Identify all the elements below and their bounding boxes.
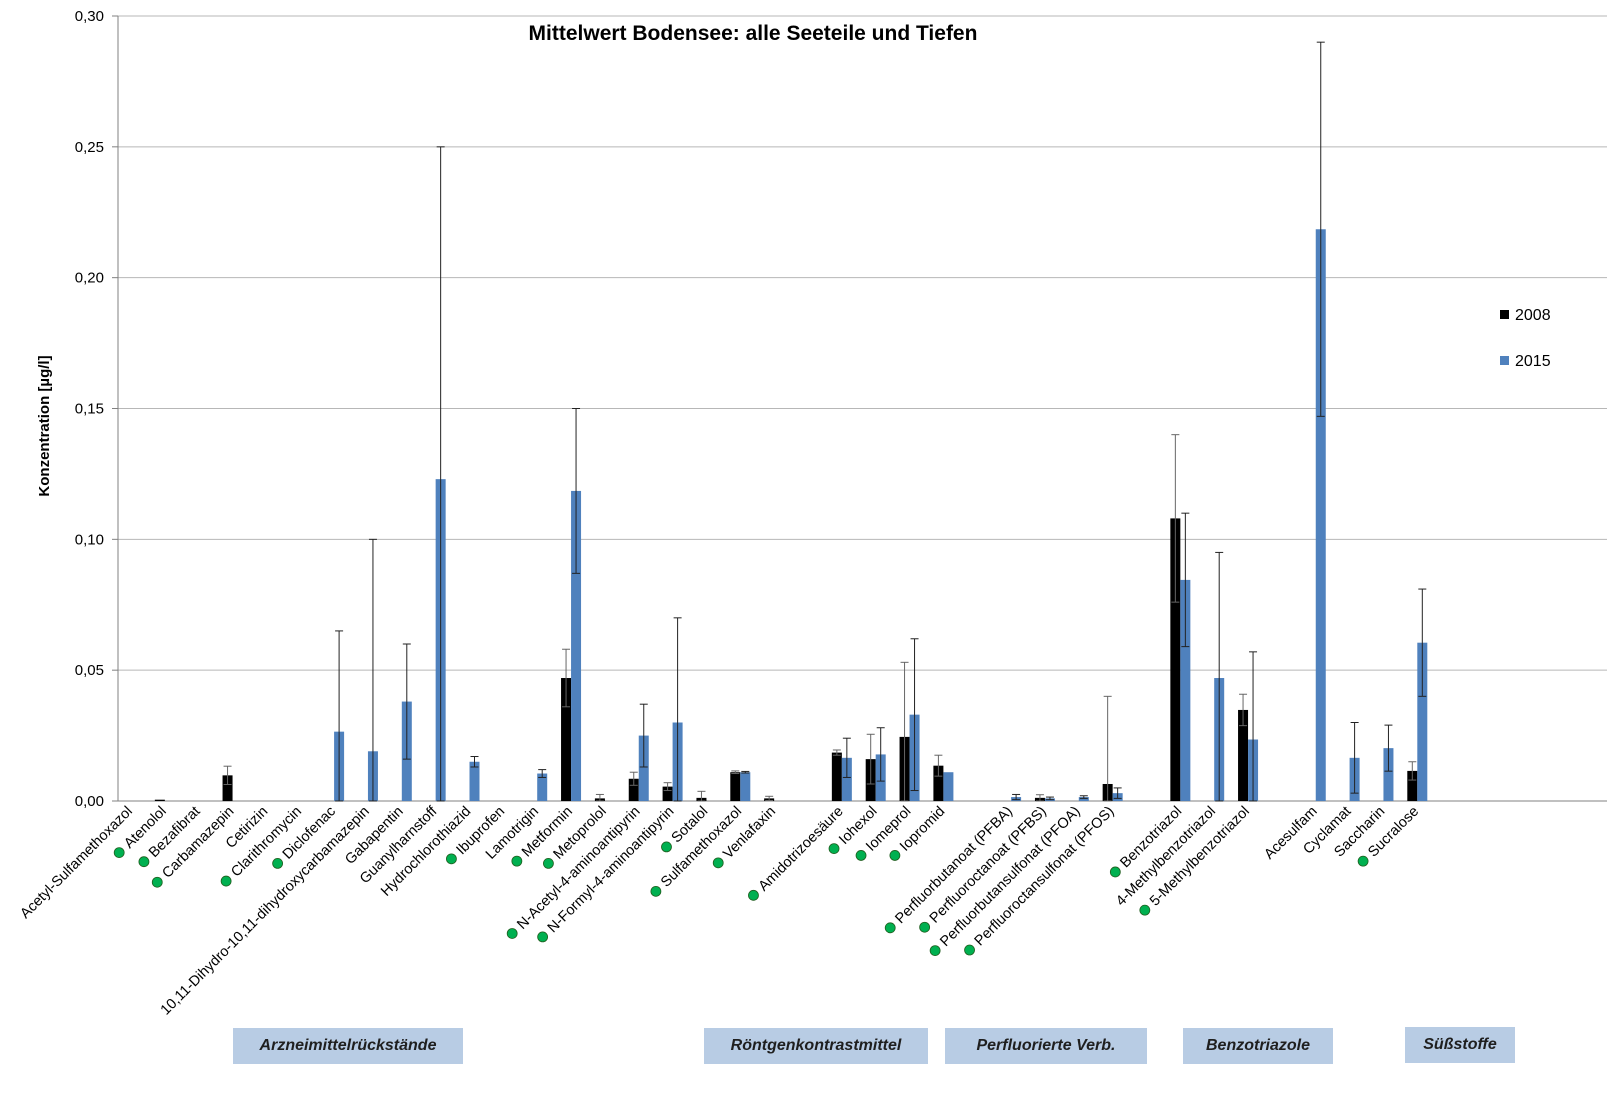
marker-dot: [884, 922, 896, 934]
y-tick-label: 0,20: [75, 270, 104, 287]
marker-dot: [272, 858, 284, 869]
group-label-perfluorierte: Perfluorierte Verb.: [945, 1028, 1147, 1064]
y-axis-ticks: 0,00 0,05 0,10 0,15 0,20 0,25 0,30: [75, 8, 104, 810]
y-tick-label: 0,15: [75, 401, 104, 418]
bar-2015-12: [537, 773, 548, 801]
bar-2008-31: [1170, 518, 1181, 801]
bar-2015-35: [1315, 229, 1326, 802]
bars: [154, 41, 1428, 802]
y-tick-label: 0,10: [75, 531, 104, 548]
marker-dot: [828, 843, 840, 855]
bar-2015-31: [1180, 579, 1191, 801]
marker-dot: [748, 889, 759, 901]
bar-2008-18: [730, 772, 741, 801]
bar-2008-3: [222, 775, 233, 801]
legend-swatch-2008: [1500, 310, 1509, 319]
legend-label-2015: 2015: [1515, 353, 1551, 370]
bar-2015-21: [841, 757, 852, 801]
bar-2008-16: [662, 786, 673, 801]
bar-2015-13: [571, 490, 582, 801]
marker-dot: [1139, 904, 1151, 916]
marker-dot: [929, 945, 941, 957]
bar-2008-1: [154, 799, 165, 801]
bar-2008-21: [831, 752, 842, 801]
marker-dot: [506, 928, 518, 939]
bar-2015-10: [469, 761, 480, 801]
bar-2008-13: [561, 678, 572, 801]
marker-dot: [855, 850, 867, 861]
marker-dot: [537, 931, 549, 943]
legend-swatch-2015: [1500, 356, 1509, 365]
group-label-benzotriazole: Benzotriazole: [1183, 1028, 1333, 1064]
marker-dot: [1357, 855, 1369, 867]
marker-dot: [220, 875, 232, 887]
bar-2015-28: [1078, 797, 1089, 801]
y-tick-label: 0,00: [75, 793, 104, 810]
bar-2015-37: [1383, 748, 1394, 801]
marker-dot: [919, 921, 931, 933]
marker-dot: [889, 850, 901, 861]
marker-dot: [964, 944, 975, 956]
bar-2015-38: [1417, 642, 1428, 801]
marker-dot: [511, 855, 523, 867]
group-label-arzneimittel: Arzneimittelrückstände: [233, 1028, 463, 1064]
x-tick-label: Acetyl-Sulfamethoxazol: [17, 804, 135, 922]
bar-2008-24: [933, 765, 944, 801]
gridlines: [112, 15, 1607, 802]
x-tick-label-group: Perfluorbutansulfonat (PFOA): [929, 804, 1084, 957]
marker-dot: [113, 847, 125, 858]
marker-dot: [1109, 866, 1121, 878]
x-axis-labels: Acetyl-SulfamethoxazolAtenololBezafibrat…: [17, 803, 1422, 1019]
marker-dot: [446, 853, 457, 865]
legend: 2008 2015: [1500, 307, 1551, 370]
bar-2008-33: [1238, 709, 1249, 801]
group-label-roentgenkontrastmittel: Röntgenkontrastmittel: [704, 1028, 928, 1064]
group-label-suessstoffe: Süßstoffe: [1405, 1027, 1515, 1063]
bar-2008-15: [628, 778, 639, 801]
bar-2015-24: [943, 772, 954, 801]
marker-dot: [712, 857, 724, 869]
chart-title: Mittelwert Bodensee: alle Seeteile und T…: [529, 22, 978, 45]
marker-dot: [138, 856, 150, 868]
legend-label-2008: 2008: [1515, 307, 1551, 324]
marker-dot: [543, 858, 554, 869]
y-tick-label: 0,30: [75, 8, 104, 25]
bar-2015-15: [638, 735, 649, 801]
x-tick-label: Perfluorbutansulfonat (PFOA): [937, 804, 1083, 950]
marker-dot: [151, 876, 163, 888]
y-tick-label: 0,05: [75, 662, 104, 679]
y-tick-label: 0,25: [75, 139, 104, 156]
bar-2008-38: [1407, 770, 1418, 801]
y-axis-label: Konzentration [µg/l]: [36, 355, 53, 496]
bar-2015-18: [740, 772, 751, 801]
marker-dot: [650, 885, 662, 897]
x-tick-label-group: Acetyl-Sulfamethoxazol: [17, 804, 135, 922]
marker-dot: [661, 841, 672, 853]
